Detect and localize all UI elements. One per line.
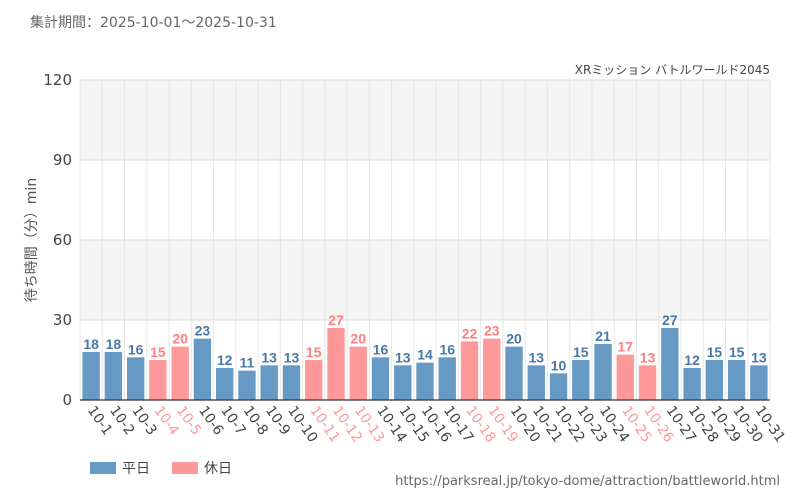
bar-value-label: 15 [573, 344, 589, 360]
bar [617, 355, 634, 400]
legend-holiday[interactable]: 休日 [172, 458, 232, 478]
bar [82, 352, 99, 400]
bar-value-label: 20 [172, 331, 188, 347]
legend: 平日 休日 [90, 458, 232, 478]
bar [683, 368, 700, 400]
bar [149, 360, 166, 400]
bar-value-label: 15 [707, 344, 723, 360]
bar-value-label: 13 [284, 349, 300, 365]
bar-value-label: 16 [439, 341, 455, 357]
bar [394, 365, 411, 400]
bar [327, 328, 344, 400]
bar [350, 347, 367, 400]
bar-value-label: 13 [529, 349, 545, 365]
bar [594, 344, 611, 400]
bar [528, 365, 545, 400]
bar-value-label: 15 [729, 344, 745, 360]
bar [238, 371, 255, 400]
chart-title: XRミッション バトルワールド2045 [575, 63, 770, 77]
legend-holiday-label: 休日 [204, 458, 232, 478]
bar [483, 339, 500, 400]
bar-value-label: 15 [150, 344, 166, 360]
bar [372, 357, 389, 400]
bar-value-label: 10 [551, 357, 567, 373]
bar [550, 373, 567, 400]
bar [661, 328, 678, 400]
source-url[interactable]: https://parksreal.jp/tokyo-dome/attracti… [395, 474, 780, 489]
bar-value-label: 16 [373, 341, 389, 357]
bar-value-label: 27 [662, 312, 678, 328]
bar-value-label: 17 [618, 339, 634, 355]
bar-value-label: 16 [128, 341, 144, 357]
bar-value-label: 18 [83, 336, 99, 352]
bar-value-label: 15 [306, 344, 322, 360]
bar [261, 365, 278, 400]
bar-value-label: 21 [595, 328, 611, 344]
y-tick-label: 30 [53, 311, 72, 329]
bar [216, 368, 233, 400]
bar-value-label: 11 [240, 355, 255, 371]
bar-value-label: 12 [684, 352, 700, 368]
bar-value-label: 20 [350, 331, 366, 347]
bar [461, 341, 478, 400]
bar-chart: 0 30 60 90 120 XRミッション バトルワールド2045 待ち時間（分）min 1… [0, 0, 800, 500]
bar [127, 357, 144, 400]
bar [194, 339, 211, 400]
legend-weekday[interactable]: 平日 [90, 458, 150, 478]
y-tick-label: 120 [43, 71, 72, 89]
y-axis-label: 待ち時間（分）min [24, 178, 40, 302]
bar-value-label: 20 [506, 331, 522, 347]
grid-band [80, 160, 770, 240]
bar [706, 360, 723, 400]
y-tick-label: 90 [53, 151, 72, 169]
bar-value-label: 13 [261, 349, 277, 365]
bar-value-label: 23 [484, 323, 500, 339]
bar [439, 357, 456, 400]
bar [305, 360, 322, 400]
bar-value-label: 13 [751, 349, 767, 365]
bar-value-label: 27 [328, 312, 344, 328]
bar-value-label: 13 [640, 349, 656, 365]
grid-band [80, 80, 770, 160]
bar-value-label: 18 [106, 336, 122, 352]
legend-weekday-label: 平日 [122, 458, 150, 478]
bar-value-label: 23 [195, 323, 211, 339]
bar [750, 365, 767, 400]
bar [639, 365, 656, 400]
legend-holiday-swatch [172, 462, 198, 474]
bar-value-label: 12 [217, 352, 233, 368]
bar [572, 360, 589, 400]
bar-value-label: 14 [417, 347, 433, 363]
y-tick-label: 60 [53, 231, 72, 249]
bar-value-label: 13 [395, 349, 411, 365]
bar [728, 360, 745, 400]
y-tick-label: 0 [62, 391, 72, 409]
grid-band [80, 240, 770, 320]
legend-weekday-swatch [90, 462, 116, 474]
bar-value-label: 22 [462, 325, 478, 341]
bar [105, 352, 122, 400]
bar [171, 347, 188, 400]
bar [505, 347, 522, 400]
bar [416, 363, 433, 400]
bar [283, 365, 300, 400]
